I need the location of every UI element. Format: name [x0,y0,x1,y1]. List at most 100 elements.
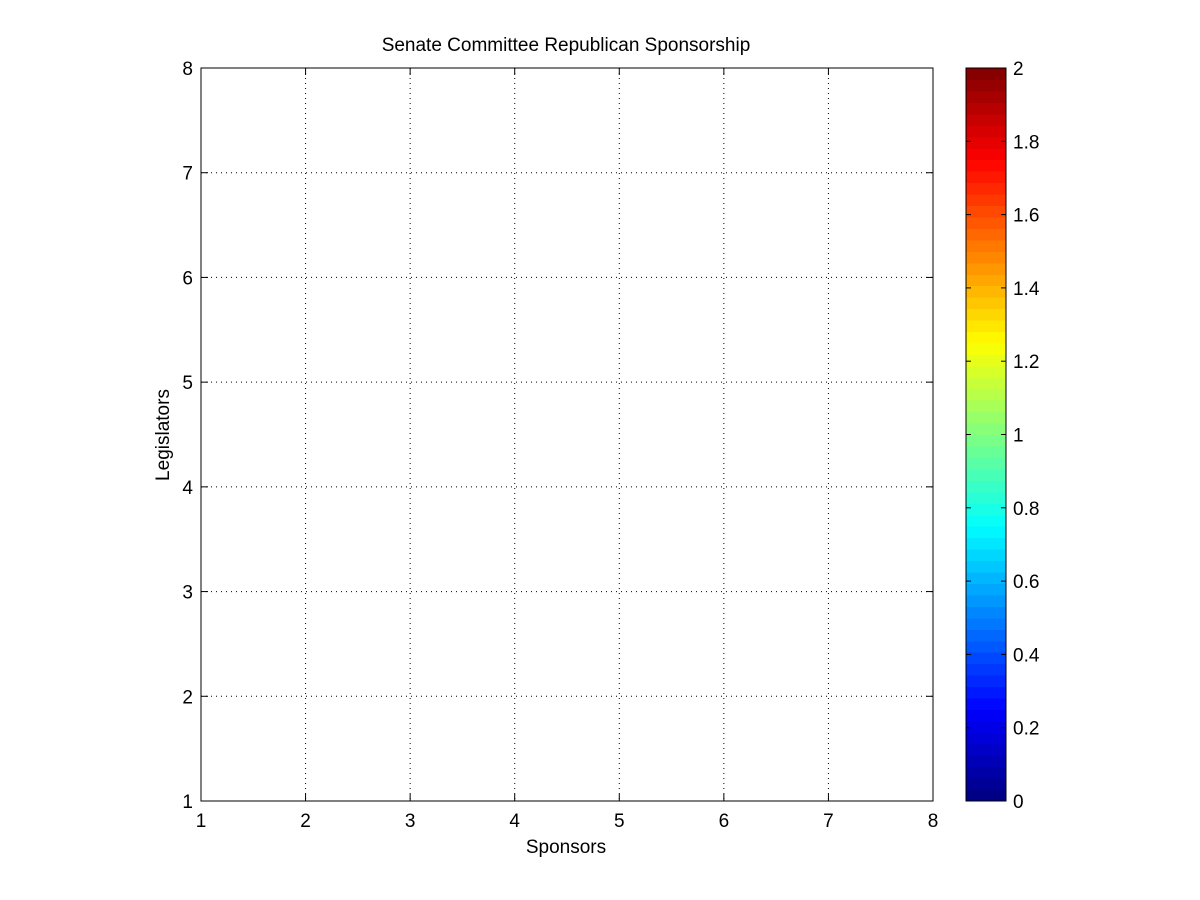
colorbar-band [966,342,1006,355]
colorbar-band [966,365,1006,378]
y-tick-label: 4 [182,478,193,499]
colorbar-band [966,766,1006,779]
colorbar-band [966,457,1006,470]
colorbar-band [966,526,1006,539]
x-tick-label: 8 [928,811,939,832]
colorbar-band [966,297,1006,310]
y-tick-label: 2 [182,687,193,708]
colorbar-band [966,331,1006,344]
colorbar-band [966,697,1006,710]
x-tick-label: 4 [509,811,520,832]
colorbar-band [966,216,1006,229]
colorbar-gradient [966,68,1006,802]
colorbar-band [966,388,1006,401]
colorbar-tick-label: 0.6 [1013,572,1039,593]
x-tick-label: 2 [300,811,311,832]
x-axis-label: Sponsors [526,837,606,858]
x-tick-label: 6 [719,811,730,832]
colorbar-band [966,354,1006,367]
colorbar-band [966,171,1006,184]
colorbar-band [966,159,1006,172]
x-axis: 1 2 3 4 5 6 7 8 [196,68,939,832]
colorbar-tick-label: 1 [1013,426,1024,447]
colorbar-band [966,468,1006,481]
y-tick-label: 1 [182,792,193,813]
colorbar-band [966,308,1006,321]
colorbar-band [966,90,1006,103]
colorbar-band [966,583,1006,596]
colorbar-band [966,709,1006,722]
x-tick-label: 3 [405,811,416,832]
colorbar-band [966,617,1006,630]
colorbar-band [966,125,1006,138]
colorbar-band [966,148,1006,161]
colorbar-band [966,686,1006,699]
colorbar-tick-label: 1.4 [1013,279,1040,300]
colorbar-band [966,274,1006,287]
colorbar-axis: 0 0.2 0.4 0.6 0.8 1 1.2 1.4 1.6 1.8 2 [966,59,1040,813]
colorbar-band [966,560,1006,573]
colorbar-band [966,193,1006,207]
colorbar-band [966,445,1006,459]
x-tick-label: 1 [196,811,207,832]
colorbar-band [966,755,1006,768]
colorbar-band [966,594,1006,607]
colorbar-band [966,377,1006,390]
colorbar-band [966,411,1006,424]
colorbar-band [966,239,1006,252]
colorbar-band [966,400,1006,413]
y-tick-label: 3 [182,583,193,604]
plot-background [201,68,933,801]
colorbar-band [966,503,1006,516]
colorbar-band [966,778,1006,791]
colorbar-band [966,606,1006,619]
y-axis-label: Legislators [153,389,174,481]
colorbar-band [966,480,1006,493]
plot-area: 1 2 3 4 5 6 7 8 1 2 3 4 5 6 7 8 [182,59,938,832]
grid-layer [201,68,933,801]
colorbar-band [966,251,1006,264]
y-tick-label: 6 [182,268,193,289]
colorbar-band [966,228,1006,241]
colorbar-band [966,102,1006,115]
colorbar-band [966,675,1006,688]
colorbar-band [966,79,1006,92]
colorbar-band [966,319,1006,333]
y-tick-label: 5 [182,373,193,394]
colorbar-band [966,720,1006,733]
colorbar-band [966,136,1006,149]
colorbar-band [966,423,1006,436]
colorbar-tick-label: 0.2 [1013,719,1039,740]
colorbar-band [966,663,1006,676]
colorbar-band [966,743,1006,756]
colorbar-band [966,652,1006,665]
colorbar-band [966,285,1006,298]
plot-frame [200,67,934,802]
y-tick-label: 8 [182,59,193,80]
colorbar-band [966,571,1006,584]
colorbar-band [966,262,1006,275]
x-tick-label: 5 [614,811,625,832]
colorbar: 0 0.2 0.4 0.6 0.8 1 1.2 1.4 1.6 1.8 2 [965,59,1040,813]
colorbar-band [966,549,1006,562]
colorbar-band [966,789,1006,802]
colorbar-tick-label: 0 [1013,792,1024,813]
colorbar-tick-label: 0.8 [1013,499,1039,520]
colorbar-band [966,182,1006,195]
colorbar-tick-label: 2 [1013,59,1024,80]
colorbar-tick-label: 1.8 [1013,132,1039,153]
colorbar-band [966,491,1006,504]
colorbar-tick-label: 1.6 [1013,206,1039,227]
x-tick-label: 7 [823,811,834,832]
colorbar-band [966,732,1006,745]
colorbar-band [966,113,1006,126]
colorbar-tick-label: 0.4 [1013,645,1040,666]
y-axis: 1 2 3 4 5 6 7 8 [182,59,933,813]
chart-title: Senate Committee Republican Sponsorship [382,35,751,56]
colorbar-band [966,68,1006,81]
colorbar-band [966,537,1006,550]
colorbar-band [966,514,1006,527]
colorbar-band [966,434,1006,447]
colorbar-band [966,640,1006,653]
